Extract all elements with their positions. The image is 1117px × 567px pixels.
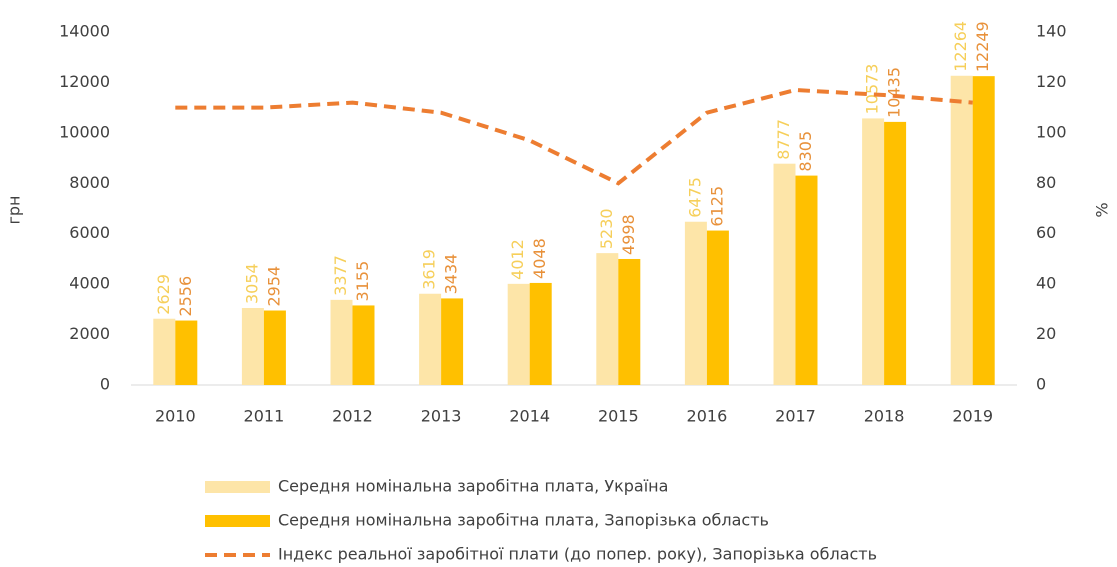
y2-tick-label: 120 — [1036, 72, 1067, 91]
y2-tick-label: 80 — [1036, 173, 1056, 192]
data-label: 4998 — [619, 214, 638, 255]
data-label: 10573 — [863, 64, 882, 115]
data-label: 3054 — [242, 263, 261, 304]
y2-tick-label: 60 — [1036, 223, 1056, 242]
x-tick-label: 2017 — [775, 407, 816, 426]
x-tick-label: 2016 — [687, 407, 728, 426]
x-tick-label: 2015 — [598, 407, 639, 426]
y-tick-label: 2000 — [69, 324, 110, 343]
bar — [330, 299, 353, 385]
y-tick-label: 14000 — [59, 22, 110, 41]
bar — [596, 253, 619, 385]
y2-tick-label: 40 — [1036, 274, 1056, 293]
data-label: 4048 — [530, 238, 549, 279]
data-label: 3434 — [442, 254, 461, 295]
data-label: 8305 — [796, 131, 815, 172]
data-label: 12249 — [973, 21, 992, 72]
bar — [773, 163, 796, 385]
data-label: 3619 — [420, 249, 439, 290]
bar — [795, 175, 818, 385]
bar — [241, 307, 264, 385]
y-tick-label: 0 — [100, 375, 110, 394]
bar — [706, 230, 729, 385]
bar — [684, 221, 707, 385]
y-tick-label: 10000 — [59, 122, 110, 141]
bar — [153, 318, 176, 385]
x-tick-label: 2013 — [421, 407, 462, 426]
data-label: 6125 — [707, 186, 726, 227]
data-label: 5230 — [597, 208, 616, 249]
y2-tick-label: 140 — [1036, 22, 1067, 41]
y-tick-label: 4000 — [69, 274, 110, 293]
x-tick-label: 2018 — [864, 407, 905, 426]
bar — [507, 283, 530, 385]
bar — [950, 75, 973, 385]
y-axis-title: грн — [5, 195, 24, 224]
data-label: 3377 — [331, 255, 350, 296]
bar — [884, 121, 907, 386]
data-label: 2954 — [264, 266, 283, 307]
bar — [441, 298, 464, 385]
data-label: 8777 — [774, 119, 793, 160]
data-label: 12264 — [951, 21, 970, 72]
legend-swatch — [205, 515, 270, 527]
y-tick-label: 12000 — [59, 72, 110, 91]
x-tick-label: 2012 — [332, 407, 373, 426]
y2-axis-title: % — [1093, 202, 1112, 217]
legend-label: Середня номінальна заробітна плата, Укра… — [278, 477, 668, 496]
y2-tick-label: 0 — [1036, 375, 1046, 394]
x-tick-label: 2010 — [155, 407, 196, 426]
data-label: 4012 — [508, 239, 527, 280]
data-label: 3155 — [353, 261, 372, 302]
data-label: 10435 — [885, 67, 904, 118]
bar — [419, 293, 442, 385]
y-tick-label: 8000 — [69, 173, 110, 192]
x-tick-label: 2019 — [952, 407, 993, 426]
data-label: 2556 — [176, 276, 195, 317]
bar — [862, 118, 885, 385]
x-tick-label: 2011 — [244, 407, 285, 426]
bar — [352, 305, 375, 385]
bar — [972, 76, 995, 386]
legend-label: Середня номінальна заробітна плата, Запо… — [278, 511, 769, 530]
data-label: 6475 — [685, 177, 704, 218]
legend-label: Індекс реальної заробітної плати (до поп… — [278, 545, 877, 564]
bar — [618, 258, 641, 385]
bar — [529, 282, 552, 385]
x-tick-label: 2014 — [509, 407, 550, 426]
line-series — [175, 87, 973, 186]
y2-tick-label: 100 — [1036, 122, 1067, 141]
bar — [175, 320, 198, 385]
y2-tick-label: 20 — [1036, 324, 1056, 343]
legend-swatch — [205, 481, 270, 493]
y-tick-label: 6000 — [69, 223, 110, 242]
bar — [263, 310, 286, 385]
data-label: 2629 — [154, 274, 173, 315]
